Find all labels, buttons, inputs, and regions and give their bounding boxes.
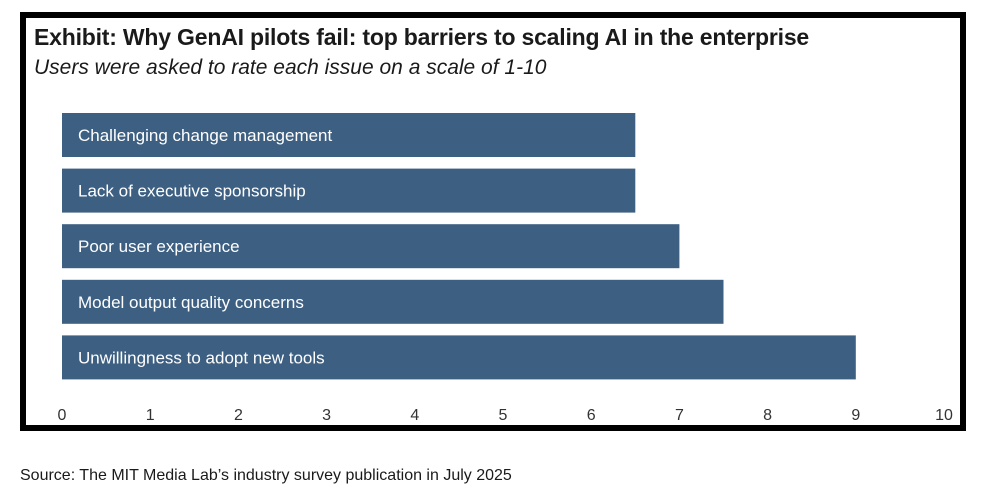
x-tick-label: 2 bbox=[234, 407, 243, 424]
x-tick-label: 6 bbox=[587, 407, 596, 424]
bar-label-4: Model output quality concerns bbox=[78, 293, 304, 312]
bar-2 bbox=[62, 168, 636, 213]
bar-label-1: Challenging change management bbox=[78, 126, 333, 145]
source-note: Source: The MIT Media Lab’s industry sur… bbox=[20, 467, 512, 484]
bar-label-3: Poor user experience bbox=[78, 237, 240, 256]
bar-3 bbox=[62, 224, 680, 269]
exhibit-frame: Exhibit: Why GenAI pilots fail: top barr… bbox=[20, 12, 966, 431]
bar-1 bbox=[62, 113, 636, 157]
bar-chart: Challenging change management Lack of exe… bbox=[58, 113, 953, 424]
x-tick-label: 1 bbox=[146, 407, 155, 424]
x-tick-label: 5 bbox=[499, 407, 508, 424]
bar-4 bbox=[62, 279, 724, 324]
x-tick-label: 3 bbox=[322, 407, 331, 424]
x-tick-label: 4 bbox=[410, 407, 419, 424]
x-tick-label: 9 bbox=[851, 407, 860, 424]
x-tick-label: 7 bbox=[675, 407, 684, 424]
exhibit-title: Exhibit: Why GenAI pilots fail: top barr… bbox=[34, 24, 809, 50]
exhibit-subtitle: Users were asked to rate each issue on a… bbox=[34, 56, 547, 79]
x-tick-label: 8 bbox=[763, 407, 772, 424]
x-tick-label: 10 bbox=[935, 407, 953, 424]
bar-5 bbox=[62, 335, 856, 380]
x-tick-label: 0 bbox=[58, 407, 67, 424]
bar-label-2: Lack of executive sponsorship bbox=[78, 182, 306, 201]
bar-label-5: Unwillingness to adopt new tools bbox=[78, 348, 325, 367]
